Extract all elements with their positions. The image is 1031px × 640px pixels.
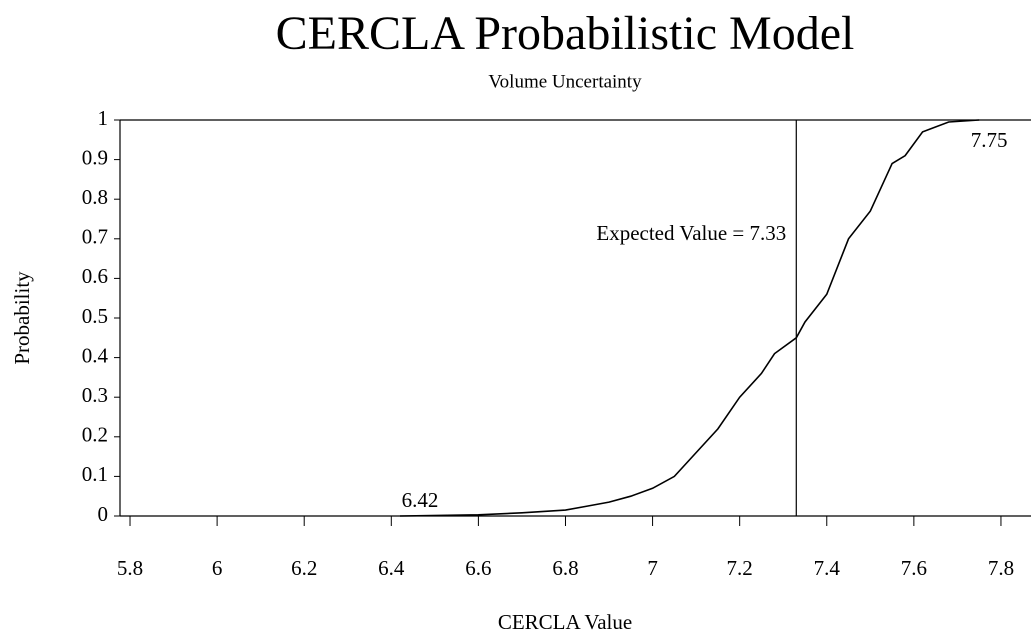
x-tick-label: 6 (212, 556, 223, 580)
x-axis-label: CERCLA Value (498, 610, 632, 634)
y-tick-label: 0 (98, 502, 109, 526)
x-tick-label: 7.8 (988, 556, 1014, 580)
cdf-line (399, 119, 980, 517)
x-tick-label: 6.8 (552, 556, 578, 580)
x-tick-label: 7 (647, 556, 658, 580)
y-axis-label: Probability (10, 271, 34, 365)
y-tick-label: 0.5 (82, 304, 108, 328)
annotation: 6.42 (402, 488, 439, 512)
annotation: Expected Value = 7.33 (596, 221, 786, 245)
x-tick-label: 6.2 (291, 556, 317, 580)
x-tick-label: 7.6 (901, 556, 927, 580)
y-tick-label: 0.3 (82, 383, 108, 407)
y-tick-label: 0.2 (82, 423, 108, 447)
annotation: 7.75 (971, 128, 1008, 152)
y-tick-label: 0.6 (82, 264, 108, 288)
y-tick-label: 0.7 (82, 225, 108, 249)
chart-subtitle: Volume Uncertainty (488, 71, 642, 92)
y-tick-label: 0.8 (82, 185, 108, 209)
x-tick-label: 6.4 (378, 556, 405, 580)
chart-title: CERCLA Probabilistic Model (276, 7, 855, 60)
x-tick-label: 7.4 (814, 556, 841, 580)
y-tick-label: 1 (98, 106, 109, 130)
y-tick-label: 0.4 (82, 343, 109, 367)
x-tick-label: 5.8 (117, 556, 143, 580)
y-tick-label: 0.9 (82, 145, 108, 169)
x-tick-label: 7.2 (727, 556, 753, 580)
y-tick-label: 0.1 (82, 462, 108, 486)
x-tick-label: 6.6 (465, 556, 491, 580)
